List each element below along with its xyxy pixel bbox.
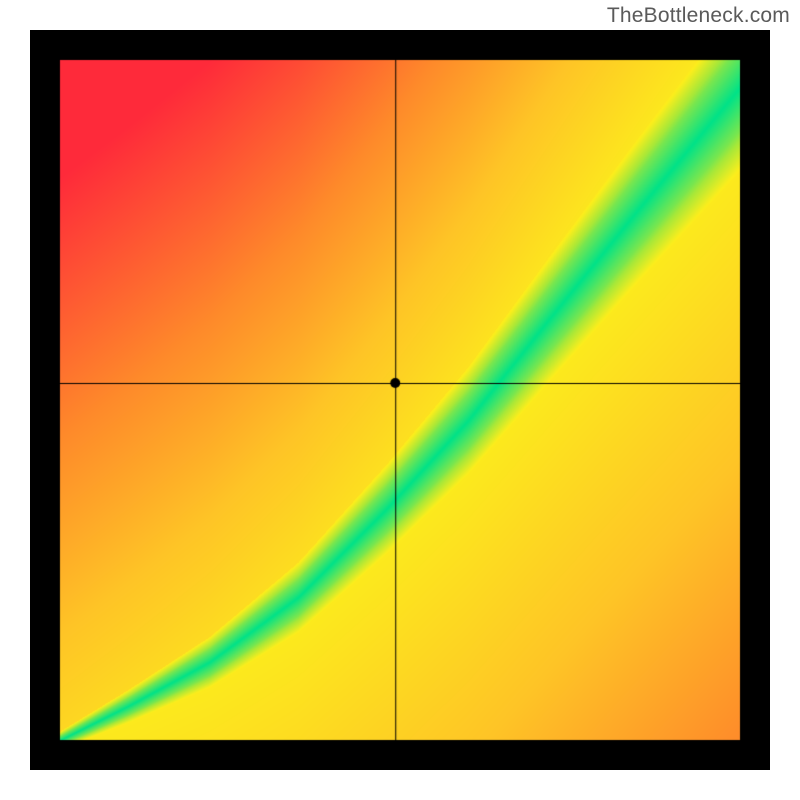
attribution-text: TheBottleneck.com [607,4,790,28]
bottleneck-chart: TheBottleneck.com [0,0,800,800]
heatmap-canvas [30,30,770,770]
